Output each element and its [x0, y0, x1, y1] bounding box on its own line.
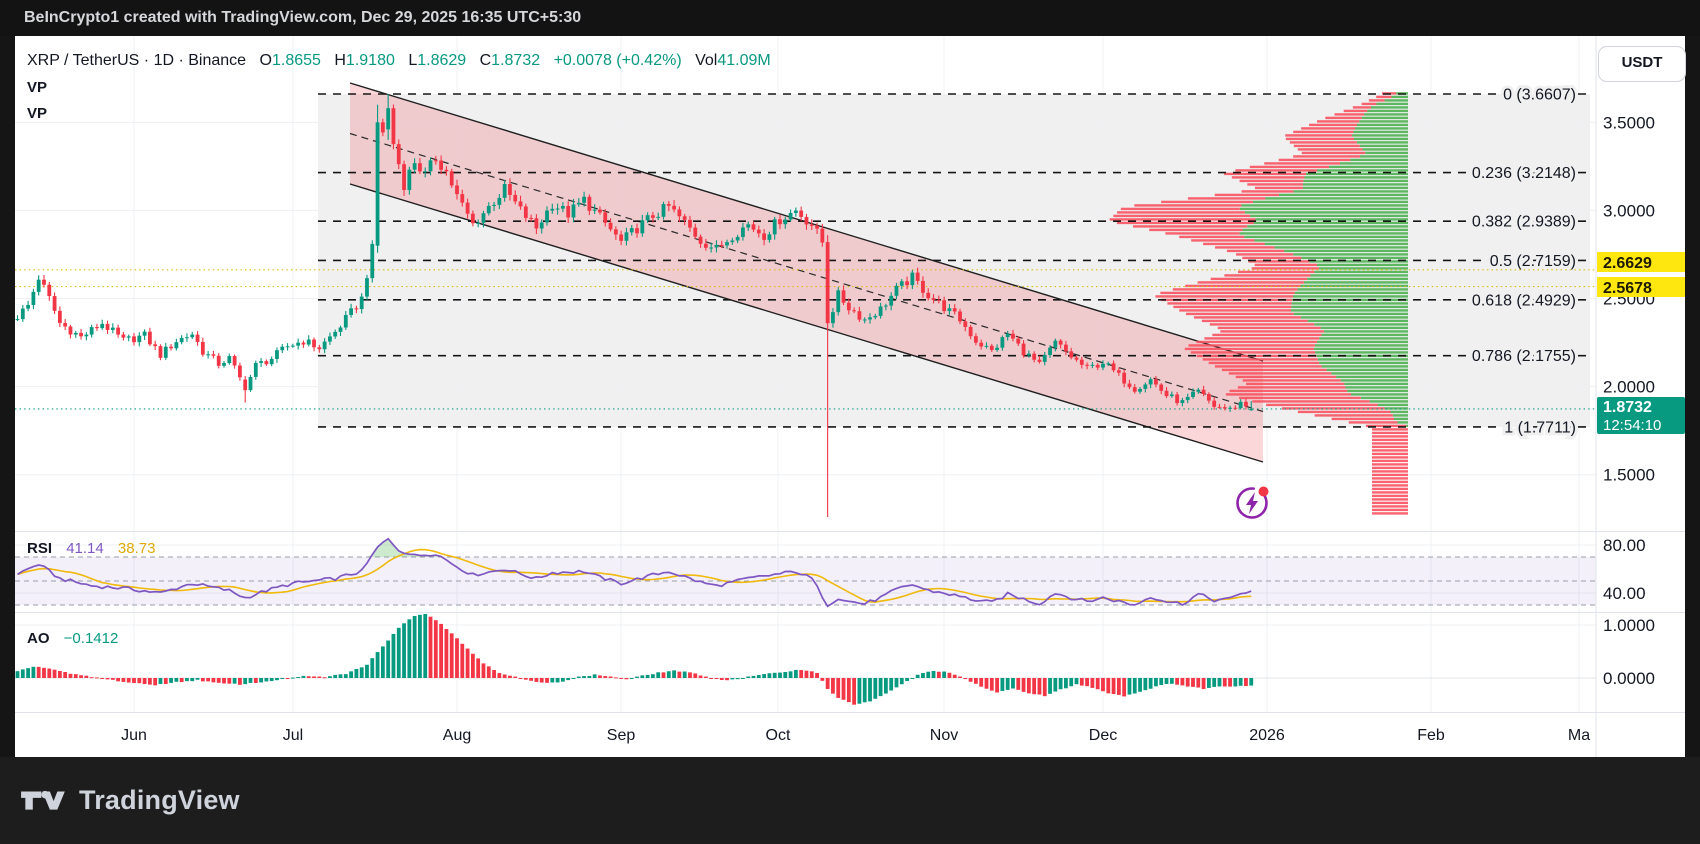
time-axis-label: Nov — [930, 727, 958, 744]
pane-separators — [15, 531, 1685, 713]
rsi-value: 41.14 — [66, 540, 104, 557]
volume-value: 41.09M — [717, 52, 771, 69]
high-label: H — [334, 52, 346, 69]
price-tick: 2.0000 — [1603, 378, 1655, 397]
ao-value: −0.1412 — [63, 630, 119, 647]
candlestick-series — [15, 94, 1254, 518]
time-axis-label: 2026 — [1249, 727, 1285, 744]
rsi-name[interactable]: RSI — [27, 540, 53, 557]
chart-canvas[interactable]: 0 (3.6607) 0.236 (3.2148) 0.382 (2.9389) 0.… — [15, 36, 1685, 757]
fib-level-label: 0 (3.6607) — [1503, 87, 1576, 104]
time-axis-label: Aug — [443, 727, 471, 744]
open-label: O — [259, 52, 272, 69]
alert-price-badge[interactable]: 2.5678 — [1597, 277, 1685, 297]
tradingview-logo[interactable]: TradingView — [20, 777, 240, 823]
ao-legend[interactable]: AO −0.1412 — [27, 630, 118, 647]
ao-histogram — [15, 614, 1596, 705]
rsi-line — [17, 537, 1252, 608]
ao-tick: 0.0000 — [1603, 669, 1655, 688]
fib-level-label: 0.236 (3.2148) — [1472, 165, 1576, 182]
time-axis-label: Jul — [283, 727, 303, 744]
price-channel[interactable] — [349, 82, 1264, 463]
symbol-legend[interactable]: XRP / TetherUS · 1D · Binance O1.8655 H1… — [27, 52, 771, 70]
price-axis[interactable]: 3.50003.00002.50002.00001.500080.0040.00… — [1595, 36, 1685, 757]
tradingview-logo-text: TradingView — [79, 784, 240, 815]
time-axis-label: Oct — [766, 727, 791, 744]
ao-name[interactable]: AO — [27, 630, 50, 647]
low-value: 1.8629 — [417, 52, 467, 69]
alert-lines[interactable] — [15, 269, 1596, 410]
ao-tick: 1.0000 — [1603, 616, 1655, 635]
attribution-text: BeInCrypto1 created with TradingView.com… — [24, 9, 582, 26]
svg-text:1.8732: 1.8732 — [1603, 399, 1652, 416]
price-tick: 3.5000 — [1603, 113, 1655, 132]
currency-toggle-button[interactable]: USDT — [1598, 46, 1686, 82]
rsi-tick: 80.00 — [1603, 536, 1646, 555]
bottom-watermark-bar: TradingView — [0, 757, 1700, 844]
close-value: 1.8732 — [491, 52, 541, 69]
price-tick: 3.0000 — [1603, 201, 1655, 220]
fib-level-label: 0.5 (2.7159) — [1490, 253, 1576, 270]
rsi-legend[interactable]: RSI 41.14 38.73 — [27, 540, 155, 557]
open-value: 1.8655 — [271, 52, 321, 69]
high-value: 1.9180 — [345, 52, 395, 69]
rsi-pane — [15, 537, 1596, 608]
rsi-overbought-fill — [17, 538, 1252, 557]
fib-levels[interactable]: 0 (3.6607) 0.236 (3.2148) 0.382 (2.9389) 0.… — [318, 84, 1590, 439]
change-value: +0.0078 (+0.42%) — [553, 52, 682, 69]
indicator-legend-vp-1[interactable]: VP — [27, 79, 48, 96]
fib-level-label: 1 (1.7711) — [1504, 419, 1576, 436]
time-axis-label: Dec — [1089, 727, 1117, 744]
alert-price-badge[interactable]: 2.6629 — [1597, 252, 1685, 272]
rsi-ma-value: 38.73 — [117, 540, 156, 557]
symbol-title[interactable]: XRP / TetherUS · 1D · Binance — [27, 52, 247, 69]
svg-text:2.5678: 2.5678 — [1603, 280, 1652, 297]
close-label: C — [479, 52, 492, 69]
fib-level-label: 0.382 (2.9389) — [1472, 214, 1576, 231]
time-axis[interactable]: Jun Jul Aug Sep Oct Nov Dec 2026 Feb Ma — [121, 727, 1590, 744]
volume-profile — [1109, 92, 1408, 515]
rsi-tick: 40.00 — [1603, 584, 1646, 603]
time-axis-label: Jun — [121, 727, 147, 744]
flash-icon[interactable] — [1236, 486, 1269, 519]
time-axis-label: Feb — [1417, 727, 1445, 744]
chart-card: 0 (3.6607) 0.236 (3.2148) 0.382 (2.9389) 0.… — [15, 36, 1686, 757]
time-axis-label: Sep — [607, 727, 636, 744]
indicator-legend-vp-2[interactable]: VP — [27, 105, 48, 122]
fib-level-label: 0.786 (2.1755) — [1472, 348, 1576, 365]
fib-level-label: 0.618 (2.4929) — [1472, 292, 1576, 309]
svg-text:12:54:10: 12:54:10 — [1603, 417, 1661, 434]
price-tick: 1.5000 — [1603, 466, 1655, 485]
tradingview-logo-icon — [21, 790, 65, 810]
attribution-bar: BeInCrypto1 created with TradingView.com… — [0, 0, 1700, 36]
time-axis-label: Ma — [1568, 727, 1590, 744]
low-label: L — [408, 52, 418, 69]
svg-text:2.6629: 2.6629 — [1603, 255, 1652, 272]
volume-label: Vol — [695, 52, 718, 69]
